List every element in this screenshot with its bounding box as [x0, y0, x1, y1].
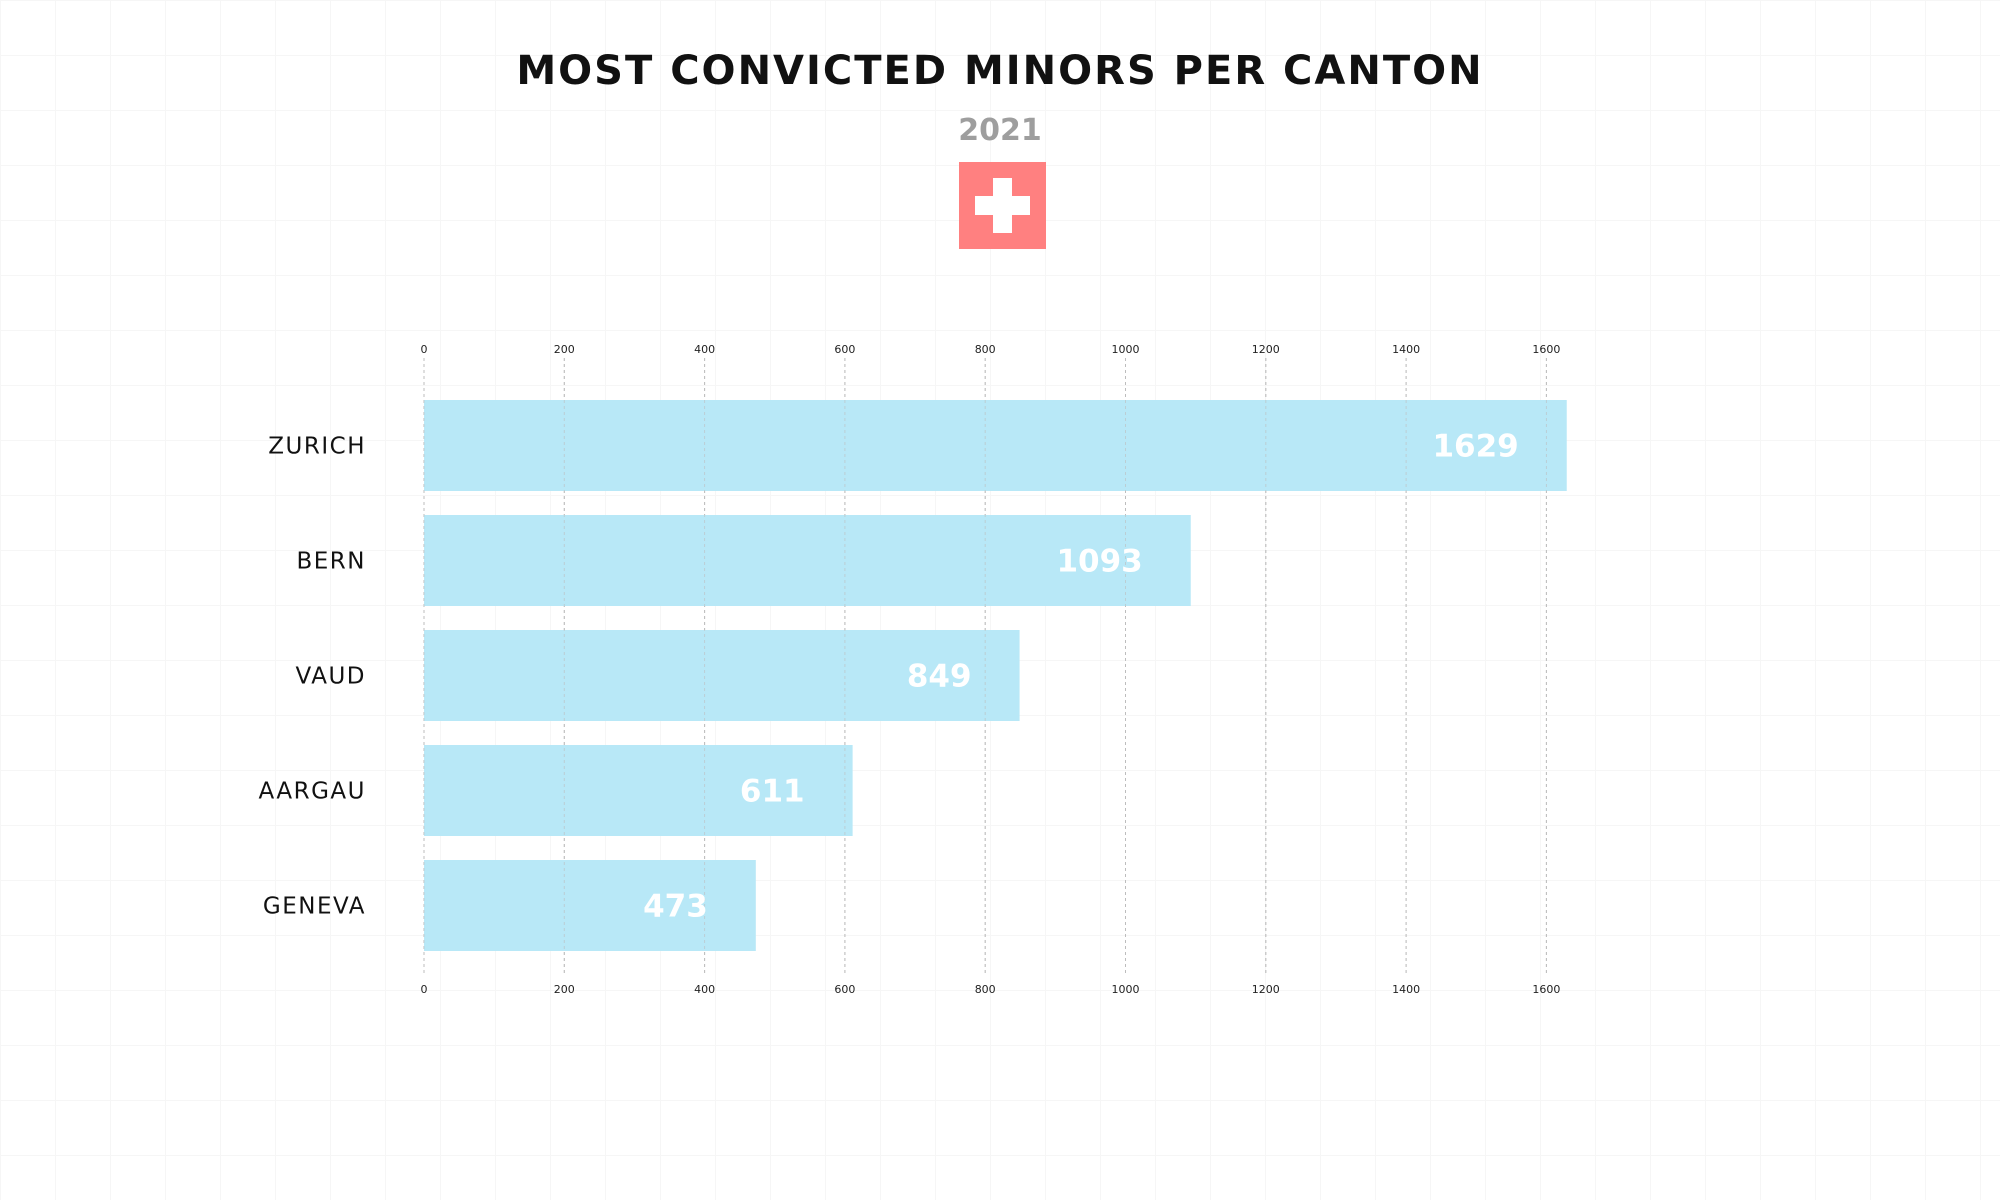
- x-tick-label-top: 800: [975, 343, 996, 356]
- x-tick-label-bottom: 800: [975, 983, 996, 996]
- x-tick-label-top: 200: [554, 343, 575, 356]
- x-tick-label-bottom: 1600: [1532, 983, 1560, 996]
- x-tick-label-top: 1600: [1532, 343, 1560, 356]
- x-tick-label-top: 1000: [1112, 343, 1140, 356]
- chart-subtitle: 2021: [958, 113, 1042, 148]
- value-label: 1093: [1056, 544, 1142, 580]
- bar-bern: [424, 515, 1191, 606]
- value-label: 849: [907, 659, 972, 695]
- chart-title: MOST CONVICTED MINORS PER CANTON: [516, 48, 1484, 94]
- x-tick-label-bottom: 0: [421, 983, 428, 996]
- x-tick-label-bottom: 1000: [1112, 983, 1140, 996]
- x-tick-label-top: 1400: [1392, 343, 1420, 356]
- x-tick-label-top: 0: [421, 343, 428, 356]
- bar-zurich: [424, 400, 1567, 491]
- bar-aargau: [424, 745, 853, 836]
- bar-geneva: [424, 860, 756, 951]
- x-tick-label-top: 1200: [1252, 343, 1280, 356]
- x-tick-label-top: 400: [694, 343, 715, 356]
- x-tick-label-bottom: 600: [834, 983, 855, 996]
- x-tick-label-bottom: 1200: [1252, 983, 1280, 996]
- x-tick-label-bottom: 400: [694, 983, 715, 996]
- x-tick-label-bottom: 200: [554, 983, 575, 996]
- value-label: 611: [740, 774, 805, 810]
- category-label: GENEVA: [263, 894, 366, 920]
- bar-vaud: [424, 630, 1020, 721]
- value-label: 1629: [1432, 429, 1518, 465]
- category-label: BERN: [297, 549, 367, 575]
- x-tick-label-bottom: 1400: [1392, 983, 1420, 996]
- category-label: ZURICH: [268, 434, 366, 460]
- swiss-flag-icon: [959, 162, 1046, 249]
- x-tick-label-top: 600: [834, 343, 855, 356]
- value-label: 473: [643, 889, 708, 925]
- category-label: AARGAU: [259, 779, 366, 805]
- category-label: VAUD: [295, 664, 366, 690]
